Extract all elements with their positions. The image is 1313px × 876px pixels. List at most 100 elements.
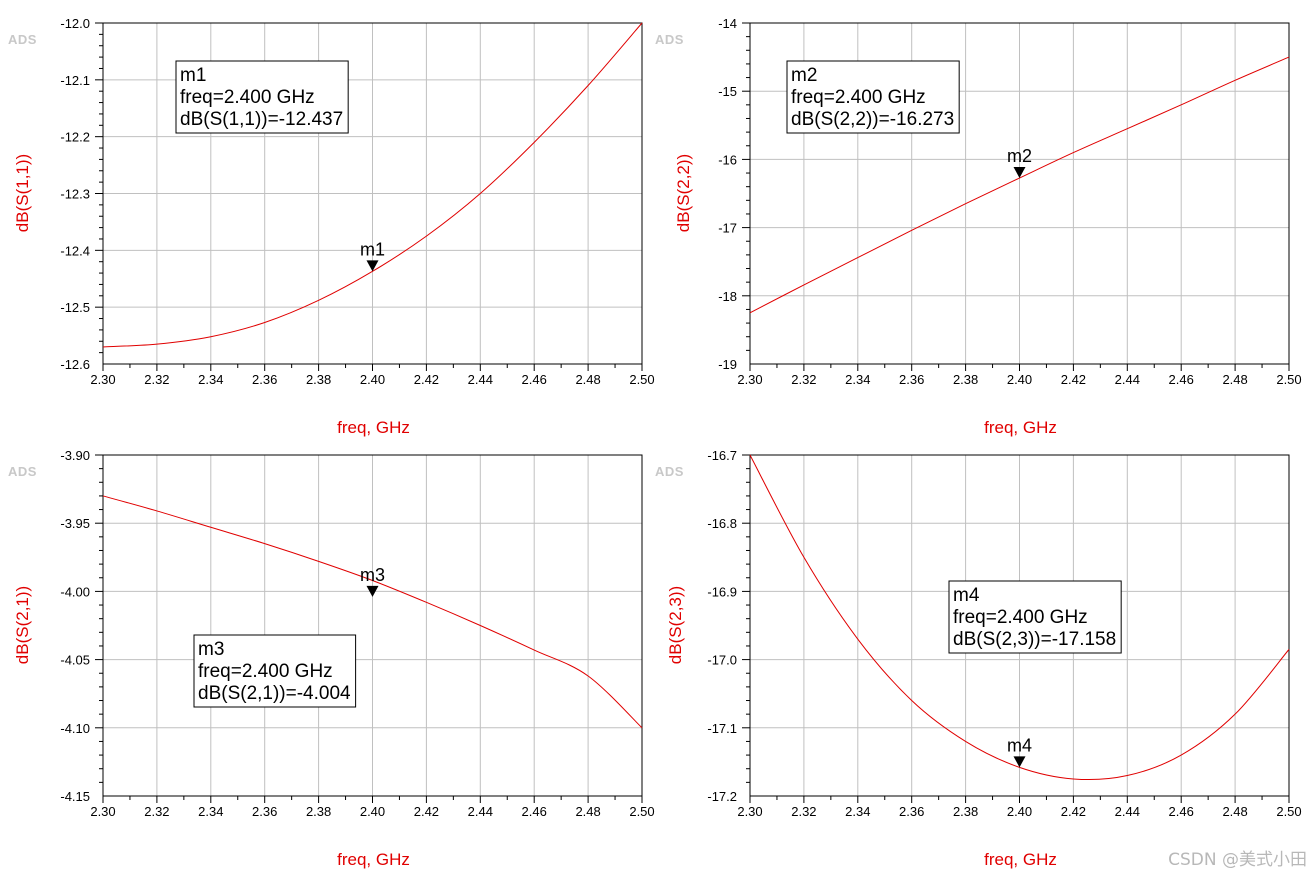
marker-label: m1 — [360, 239, 385, 259]
marker-readout-text: m1 — [180, 65, 206, 86]
y-tick-label: -17 — [718, 221, 737, 236]
x-tick-label: 2.42 — [1061, 372, 1086, 387]
y-tick-label: -12.1 — [60, 73, 90, 88]
y-tick-label: -12.2 — [60, 130, 90, 145]
watermark: CSDN @美式小田 — [1168, 850, 1307, 870]
x-tick-label: 2.34 — [198, 372, 223, 387]
y-axis-label: dB(S(2,3)) — [666, 586, 685, 664]
x-tick-label: 2.46 — [1169, 372, 1194, 387]
x-axis-label: freq, GHz — [984, 418, 1057, 437]
x-tick-label: 2.34 — [845, 804, 870, 819]
plot-frame — [102, 22, 643, 365]
marker-readout-text: m3 — [198, 639, 224, 660]
plot-frame — [102, 454, 643, 797]
x-tick-label: 2.42 — [414, 372, 439, 387]
y-tick-label: -15 — [718, 84, 737, 99]
marker-readout-text: freq=2.400 GHz — [180, 87, 315, 108]
x-tick-label: 2.50 — [629, 804, 654, 819]
trace-line — [749, 454, 1290, 781]
y-axis-label: dB(S(2,2)) — [674, 154, 693, 232]
x-tick-label: 2.46 — [522, 804, 547, 819]
y-tick-label: -4.00 — [60, 584, 90, 599]
x-tick-label: 2.42 — [414, 804, 439, 819]
x-tick-label: 2.32 — [144, 804, 169, 819]
x-tick-label: 2.46 — [1169, 804, 1194, 819]
y-tick-label: -16.9 — [707, 584, 737, 599]
x-tick-label: 2.48 — [575, 804, 600, 819]
y-tick-label: -12.6 — [60, 357, 90, 372]
x-tick-label: 2.42 — [1061, 804, 1086, 819]
marker-readout-box — [948, 580, 1122, 654]
ads-logo: ADS — [8, 464, 37, 479]
marker-readout-text: m4 — [953, 585, 980, 606]
marker-readout-text: m2 — [791, 65, 817, 86]
x-tick-label: 2.30 — [737, 804, 762, 819]
x-tick-label: 2.36 — [899, 804, 924, 819]
y-tick-label: -19 — [718, 357, 737, 372]
x-tick-label: 2.38 — [953, 372, 978, 387]
x-tick-label: 2.30 — [90, 372, 115, 387]
x-tick-label: 2.34 — [198, 804, 223, 819]
marker-readout-box — [175, 60, 349, 134]
y-tick-label: -12.4 — [60, 243, 90, 258]
marker-triangle — [1013, 167, 1026, 179]
x-tick-label: 2.40 — [1007, 372, 1032, 387]
x-tick-label: 2.36 — [252, 804, 277, 819]
x-tick-label: 2.38 — [306, 804, 331, 819]
plot-frame — [749, 454, 1290, 797]
x-tick-label: 2.38 — [953, 804, 978, 819]
marker-triangle — [366, 260, 379, 272]
y-tick-label: -16.7 — [707, 448, 737, 463]
x-tick-label: 2.40 — [1007, 804, 1032, 819]
x-axis-label: freq, GHz — [984, 850, 1057, 869]
x-tick-label: 2.32 — [791, 804, 816, 819]
y-tick-label: -18 — [718, 289, 737, 304]
x-tick-label: 2.50 — [1276, 372, 1301, 387]
x-axis-label: freq, GHz — [337, 850, 410, 869]
y-tick-label: -3.95 — [60, 516, 90, 531]
x-tick-label: 2.40 — [360, 804, 385, 819]
chart-panel-3: ADS 2.30 2.32 2.34 2.36 2.38 2.40 2.42 2.44 2.46 2… — [8, 448, 655, 869]
y-tick-label: -17.0 — [707, 653, 737, 668]
x-tick-label: 2.48 — [1222, 372, 1247, 387]
ads-logo: ADS — [8, 32, 37, 47]
y-tick-label: -17.1 — [707, 721, 737, 736]
y-tick-label: -4.05 — [60, 653, 90, 668]
y-tick-label: -12.0 — [60, 16, 90, 31]
plot-frame — [749, 22, 1290, 365]
trace-line — [749, 56, 1290, 314]
marker-readout-text: freq=2.400 GHz — [791, 87, 926, 108]
marker-triangle — [366, 585, 379, 597]
x-tick-label: 2.50 — [1276, 804, 1301, 819]
marker-readout-text: dB(S(2,2))=-16.273 — [791, 109, 954, 130]
y-tick-label: -4.10 — [60, 721, 90, 736]
trace-line — [102, 495, 643, 729]
marker-readout-text: freq=2.400 GHz — [953, 607, 1088, 628]
x-tick-label: 2.32 — [791, 372, 816, 387]
x-tick-label: 2.48 — [1222, 804, 1247, 819]
marker-triangle — [1013, 756, 1026, 768]
y-axis-label: dB(S(1,1)) — [13, 154, 32, 232]
ads-logo: ADS — [655, 32, 684, 47]
x-tick-label: 2.36 — [252, 372, 277, 387]
trace-line — [102, 22, 643, 348]
y-tick-label: -3.90 — [60, 448, 90, 463]
y-tick-label: -16.8 — [707, 516, 737, 531]
x-tick-label: 2.46 — [522, 372, 547, 387]
marker-label: m4 — [1007, 735, 1032, 755]
y-tick-label: -12.5 — [60, 300, 90, 315]
marker-readout-box — [193, 634, 357, 708]
x-tick-label: 2.30 — [737, 372, 762, 387]
y-tick-label: -17.2 — [707, 789, 737, 804]
x-tick-label: 2.34 — [845, 372, 870, 387]
marker-readout-text: dB(S(2,1))=-4.004 — [198, 683, 351, 704]
x-tick-label: 2.30 — [90, 804, 115, 819]
x-tick-label: 2.36 — [899, 372, 924, 387]
x-tick-label: 2.44 — [1115, 372, 1140, 387]
x-tick-label: 2.40 — [360, 372, 385, 387]
marker-readout-text: dB(S(1,1))=-12.437 — [180, 109, 343, 130]
x-tick-label: 2.38 — [306, 372, 331, 387]
marker-readout-box — [786, 60, 960, 134]
y-axis-label: dB(S(2,1)) — [13, 586, 32, 664]
